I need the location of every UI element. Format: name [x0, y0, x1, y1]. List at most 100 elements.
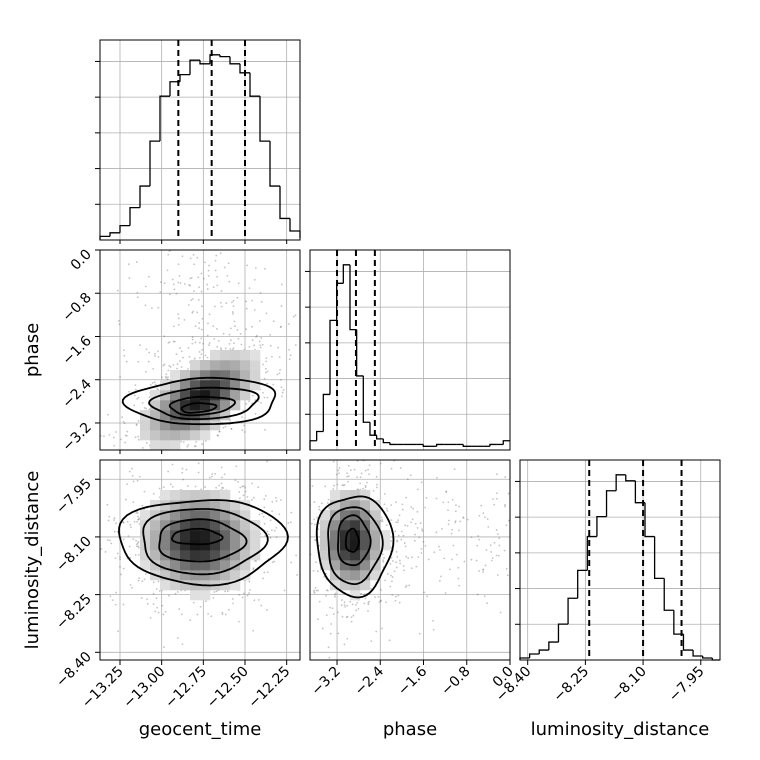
contour-level-3 [171, 527, 224, 546]
sample-point [155, 588, 158, 590]
sample-point [265, 312, 268, 315]
ytick-label-phase-0: −3.2 [59, 419, 94, 454]
sample-point [93, 551, 95, 553]
sample-point [370, 640, 373, 643]
sample-point [233, 342, 235, 345]
sample-point [115, 431, 117, 433]
sample-point [145, 407, 147, 410]
sample-point [234, 325, 236, 327]
sample-point [190, 276, 193, 279]
sample-point [442, 501, 445, 504]
sample-point [242, 409, 245, 412]
sample-point [368, 473, 370, 476]
sample-point [208, 476, 211, 479]
sample-point [221, 611, 224, 614]
sample-point [144, 461, 146, 463]
sample-point [243, 424, 245, 427]
sample-point [244, 490, 247, 493]
sample-point [228, 333, 231, 336]
hist-bin-geocent_time-4 [139, 185, 150, 208]
sample-point [400, 530, 403, 533]
sample-point [122, 420, 125, 423]
density-cell [170, 400, 181, 411]
density-cell [220, 570, 231, 581]
sample-point [389, 585, 392, 588]
hist-bin-geocent_time-3 [129, 206, 140, 226]
density-cell [140, 560, 151, 571]
sample-point [216, 284, 219, 287]
sample-point [420, 548, 423, 550]
sample-point [144, 285, 147, 288]
density-cell [340, 520, 351, 531]
sample-point [452, 544, 455, 547]
sample-point [398, 514, 401, 517]
hist-bin-luminosity_distance-18 [692, 650, 703, 657]
sample-point [213, 337, 216, 340]
sample-point [240, 343, 243, 346]
sample-point [204, 440, 207, 442]
sample-point [294, 314, 297, 317]
sample-point [167, 369, 170, 372]
sample-point [271, 561, 274, 564]
sample-point [477, 535, 480, 537]
sample-point [36, 442, 38, 444]
sample-point [157, 580, 160, 583]
sample-point [151, 307, 153, 309]
sample-point [207, 274, 210, 277]
hist-bin-phase-19 [435, 443, 444, 447]
sample-point [134, 452, 136, 454]
sample-point [138, 553, 140, 556]
sample-point [426, 595, 429, 598]
sample-point [175, 353, 178, 356]
density-cell [160, 580, 171, 591]
hist-bin-luminosity_distance-10 [615, 474, 626, 491]
density-cell [360, 500, 371, 511]
sample-point [436, 476, 438, 479]
sample-point [135, 482, 137, 484]
density-cell [170, 440, 181, 450]
density-cell [200, 500, 211, 511]
sample-point [379, 600, 382, 602]
sample-point [443, 557, 446, 560]
sample-point [200, 290, 203, 293]
sample-point [213, 591, 216, 593]
sample-point [164, 610, 167, 613]
density-cell [370, 510, 381, 521]
density-cell [170, 490, 181, 501]
density-cell [190, 430, 201, 441]
sample-point [313, 592, 316, 594]
sample-point [163, 282, 166, 285]
sample-point [193, 357, 196, 360]
density-cell [370, 540, 381, 551]
sample-point [381, 627, 383, 630]
sample-point [308, 591, 310, 593]
sample-point [266, 571, 269, 574]
density-cell [200, 560, 211, 571]
sample-point [264, 534, 267, 537]
density-cell [160, 560, 171, 571]
y-label-phase: phase [22, 323, 43, 377]
sample-point [170, 471, 172, 473]
sample-point [131, 586, 133, 589]
contours-phase-luminosity_distance [315, 495, 395, 599]
sample-point [397, 519, 400, 522]
hist-bin-geocent_time-2 [119, 224, 130, 233]
ytick-label-luminosity_distance-3: −7.95 [53, 476, 95, 518]
sample-point [191, 298, 194, 300]
sample-point [153, 381, 156, 384]
sample-point [205, 600, 207, 603]
sample-point [379, 588, 382, 591]
sample-point [239, 333, 242, 335]
density-cell [180, 380, 191, 391]
sample-point [475, 559, 478, 562]
sample-point [172, 283, 175, 286]
sample-point [141, 401, 144, 404]
sample-point [263, 396, 266, 399]
sample-point [263, 456, 265, 458]
hist-bin-geocent_time-19 [289, 218, 300, 232]
density-cell [230, 570, 241, 581]
sample-point [199, 605, 202, 608]
sample-point [316, 570, 319, 573]
sample-point [350, 620, 353, 623]
panel-frame-phase-luminosity_distance [309, 459, 511, 661]
